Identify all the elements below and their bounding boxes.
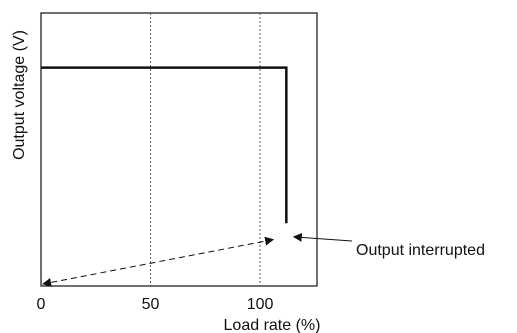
dashed-arrow xyxy=(42,236,275,287)
plot-area-frame xyxy=(40,12,318,287)
x-tick-label-100: 100 xyxy=(247,296,274,313)
x-tick-label-50: 50 xyxy=(142,296,160,313)
x-tick-label-0: 0 xyxy=(37,296,46,313)
y-axis-label: Output voltage (V) xyxy=(11,30,28,160)
voltage-line xyxy=(41,66,288,224)
annotation-text: Output interrupted xyxy=(356,242,485,259)
annotation-arrow xyxy=(292,232,353,242)
x-axis-label: Load rate (%) xyxy=(224,317,321,333)
